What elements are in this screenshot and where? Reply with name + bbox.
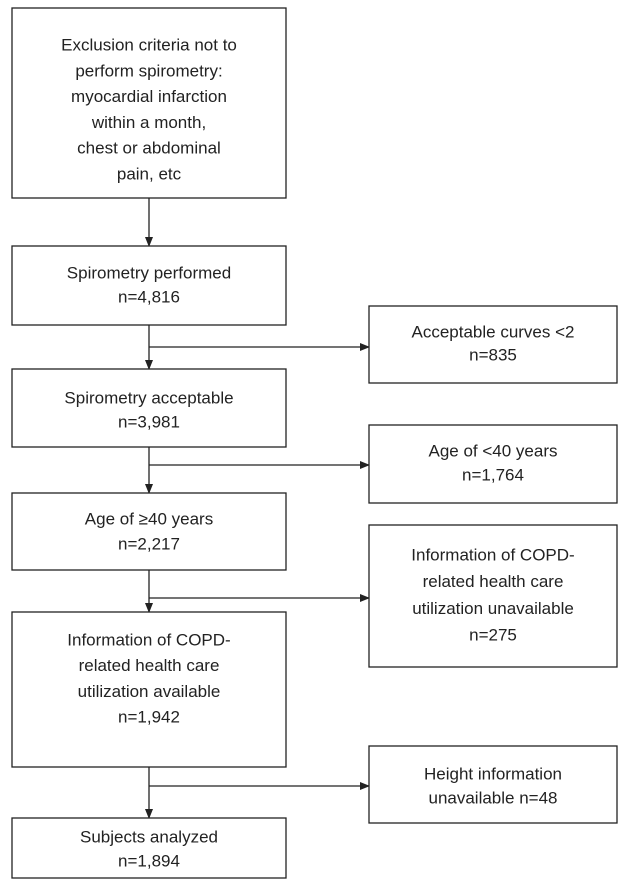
box-text: pain, etc xyxy=(117,164,182,183)
box xyxy=(368,305,618,384)
box-text: Information of COPD- xyxy=(411,545,574,564)
box-text: Information of COPD- xyxy=(67,630,230,649)
box-text: Acceptable curves <2 xyxy=(411,322,574,341)
box xyxy=(368,424,618,504)
box-text: myocardial infarction xyxy=(71,87,227,106)
box-text: n=4,816 xyxy=(118,287,180,306)
connectors xyxy=(145,198,370,819)
box xyxy=(11,817,287,879)
box xyxy=(368,524,618,668)
box-text: perform spirometry: xyxy=(75,61,222,80)
box-text: Subjects analyzed xyxy=(80,827,218,846)
box-text: Exclusion criteria not to xyxy=(61,35,237,54)
box-text: Age of <40 years xyxy=(428,441,557,460)
box-text: related health care xyxy=(79,656,220,675)
box-text: Age of ≥40 years xyxy=(85,509,213,528)
box xyxy=(368,745,618,824)
box-text: Height information xyxy=(424,764,562,783)
box-text: n=275 xyxy=(469,626,517,645)
box-text: Spirometry performed xyxy=(67,263,231,282)
box-text: n=2,217 xyxy=(118,534,180,553)
box xyxy=(11,492,287,571)
box-text: related health care xyxy=(423,572,564,591)
box xyxy=(11,7,287,199)
box xyxy=(11,245,287,326)
box-text: chest or abdominal xyxy=(77,139,221,158)
box-text: n=1,764 xyxy=(462,465,524,484)
box-text: utilization available xyxy=(78,682,221,701)
box-text: n=1,894 xyxy=(118,851,180,870)
box-text: within a month, xyxy=(91,113,206,132)
box-text: n=835 xyxy=(469,345,517,364)
box-text: utilization unavailable xyxy=(412,599,574,618)
box-text: Spirometry acceptable xyxy=(64,388,233,407)
box-text: n=1,942 xyxy=(118,708,180,727)
box xyxy=(11,611,287,768)
box-text: unavailable n=48 xyxy=(428,788,557,807)
box xyxy=(11,368,287,448)
box-text: n=3,981 xyxy=(118,412,180,431)
